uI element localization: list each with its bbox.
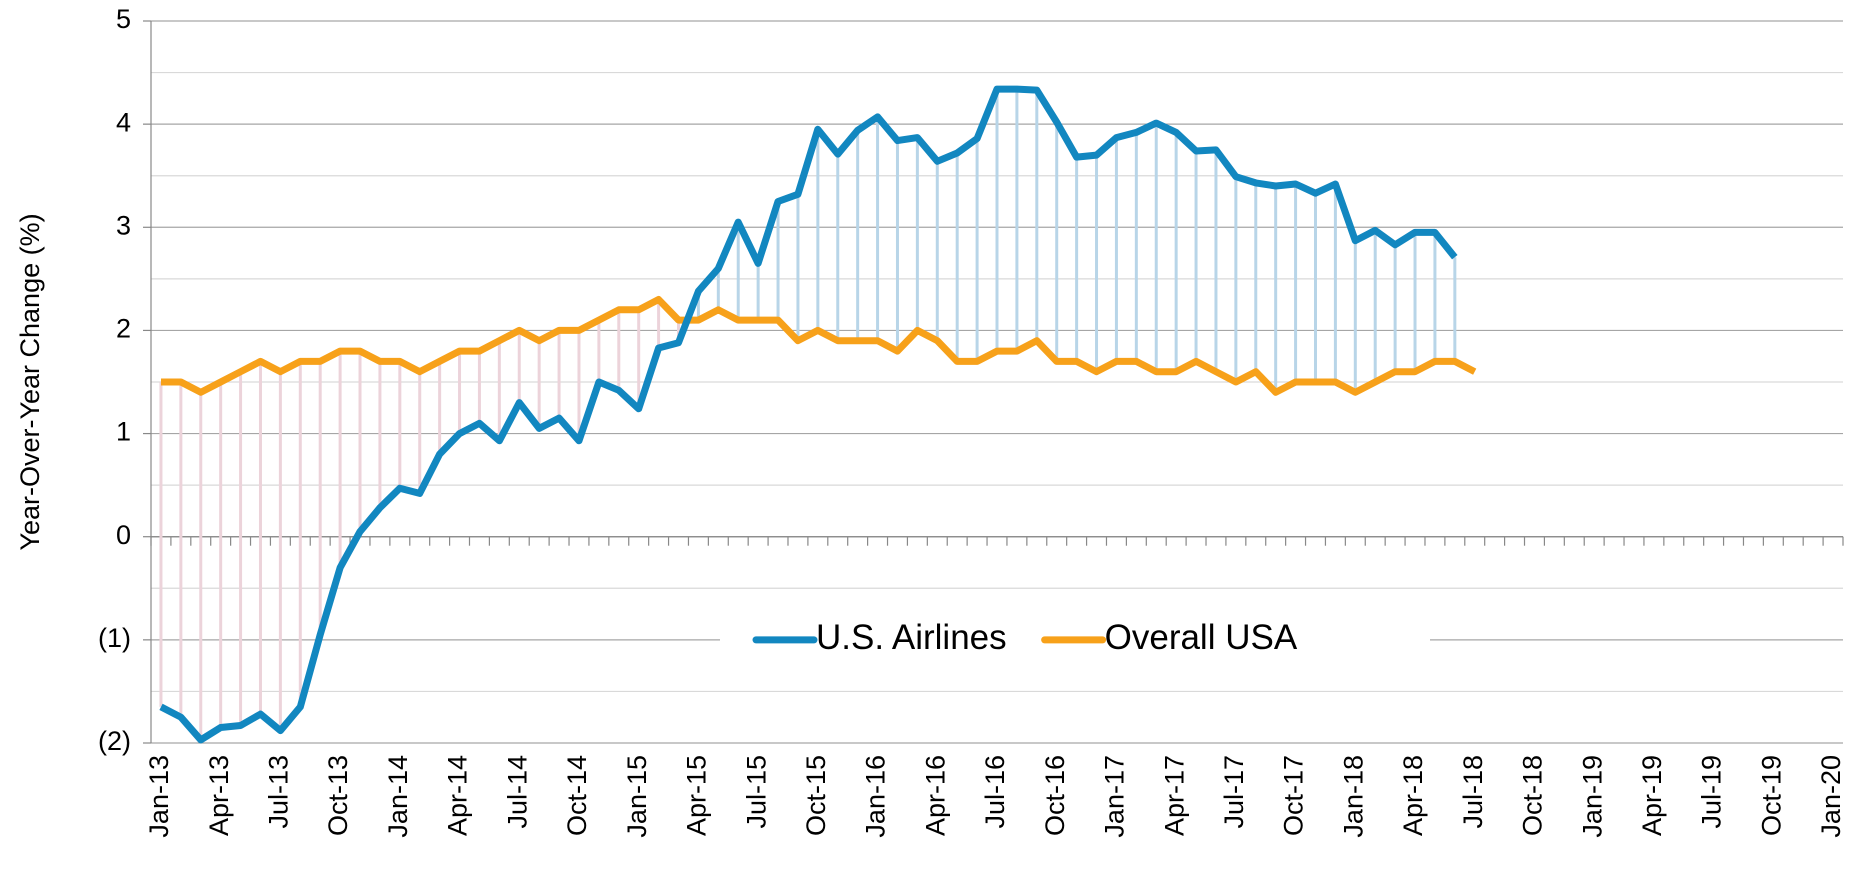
y-tick-label: 4 (116, 107, 131, 137)
x-tick-label: Apr-13 (204, 755, 234, 836)
y-tick-label: 1 (116, 417, 131, 447)
x-tick-label: Jan-17 (1100, 755, 1130, 838)
x-tick-label: Apr-16 (920, 755, 950, 836)
legend-label: Overall USA (1105, 618, 1298, 657)
x-tick-label: Oct-17 (1279, 755, 1309, 836)
x-tick-label: Jul-16 (980, 755, 1010, 829)
x-tick-label: Oct-16 (1040, 755, 1070, 836)
y-tick-label: 0 (116, 520, 131, 550)
legend: U.S. Airlines Overall USA (720, 611, 1430, 668)
x-tick-label: Jan-16 (861, 755, 891, 838)
x-tick-label: Jul-19 (1697, 755, 1727, 829)
series-line (161, 296, 1477, 396)
y-tick-label: (2) (98, 726, 131, 756)
x-tick-label: Jan-15 (622, 755, 652, 838)
x-tick-label: Jan-18 (1338, 755, 1368, 838)
x-tick-label: Jul-14 (502, 755, 532, 829)
y-tick-label: 3 (116, 210, 131, 240)
x-tick-label: Jul-15 (741, 755, 771, 829)
x-tick-label: Apr-19 (1637, 755, 1667, 836)
x-tick-label: Jul-18 (1458, 755, 1488, 829)
legend-label: U.S. Airlines (816, 618, 1007, 657)
x-tick-label: Oct-13 (323, 755, 353, 836)
series-line (159, 85, 1458, 744)
x-tick-label: Oct-19 (1756, 755, 1786, 836)
y-tick-label: (1) (98, 623, 131, 653)
x-tick-label: Jul-13 (264, 755, 294, 829)
x-tick-label: Oct-14 (562, 755, 592, 836)
x-tick-label: Jan-14 (383, 755, 413, 838)
x-tick-label: Jul-17 (1219, 755, 1249, 829)
x-tick-label: Jan-13 (144, 755, 174, 838)
x-tick-label: Oct-18 (1518, 755, 1548, 836)
x-tick-label: Oct-15 (801, 755, 831, 836)
y-axis-label: Year-Over-Year Change (%) (15, 213, 45, 550)
x-tick-label: Jan-19 (1577, 755, 1607, 838)
x-tick-label: Apr-17 (1159, 755, 1189, 836)
x-tick-label: Apr-18 (1398, 755, 1428, 836)
y-tick-label: 2 (116, 314, 131, 344)
x-tick-label: Apr-15 (682, 755, 712, 836)
y-tick-label: 5 (116, 4, 131, 34)
x-tick-label: Jan-20 (1816, 755, 1846, 838)
x-tick-label: Apr-14 (443, 755, 473, 836)
